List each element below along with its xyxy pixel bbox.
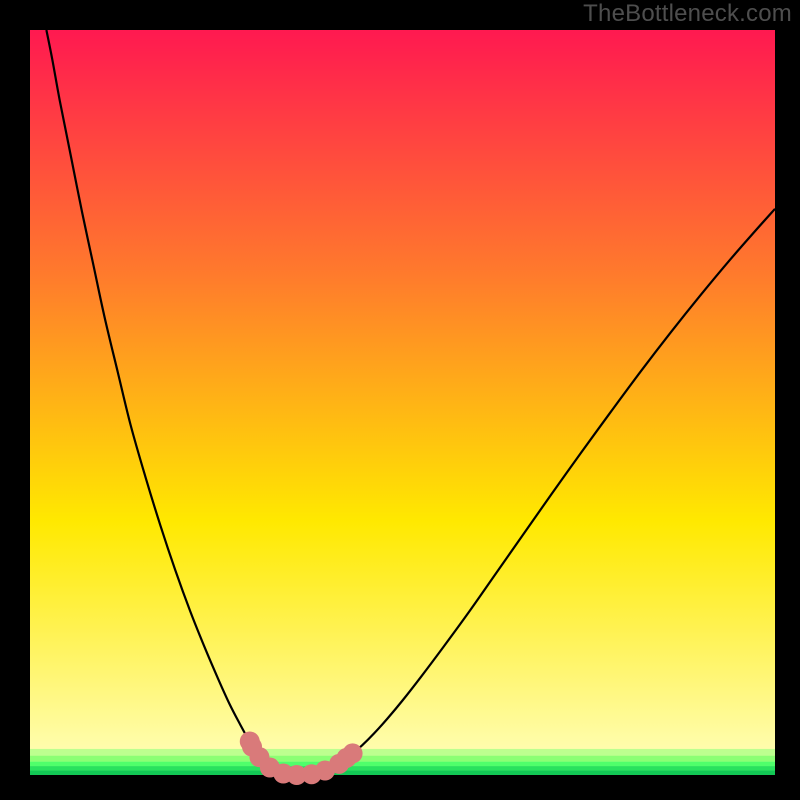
curve-right: [295, 209, 775, 775]
curves: [46, 30, 775, 775]
green-band: [30, 766, 775, 770]
plot-area: [30, 30, 775, 775]
green-bands: [30, 749, 775, 775]
green-band: [30, 756, 775, 762]
curve-left: [46, 30, 295, 775]
marker-dot: [343, 743, 363, 763]
green-band: [30, 749, 775, 756]
green-band: [30, 762, 775, 766]
watermark-text: TheBottleneck.com: [583, 0, 792, 28]
plot-svg: [30, 30, 775, 775]
chart-container: TheBottleneck.com: [0, 0, 800, 800]
green-band: [30, 771, 775, 775]
